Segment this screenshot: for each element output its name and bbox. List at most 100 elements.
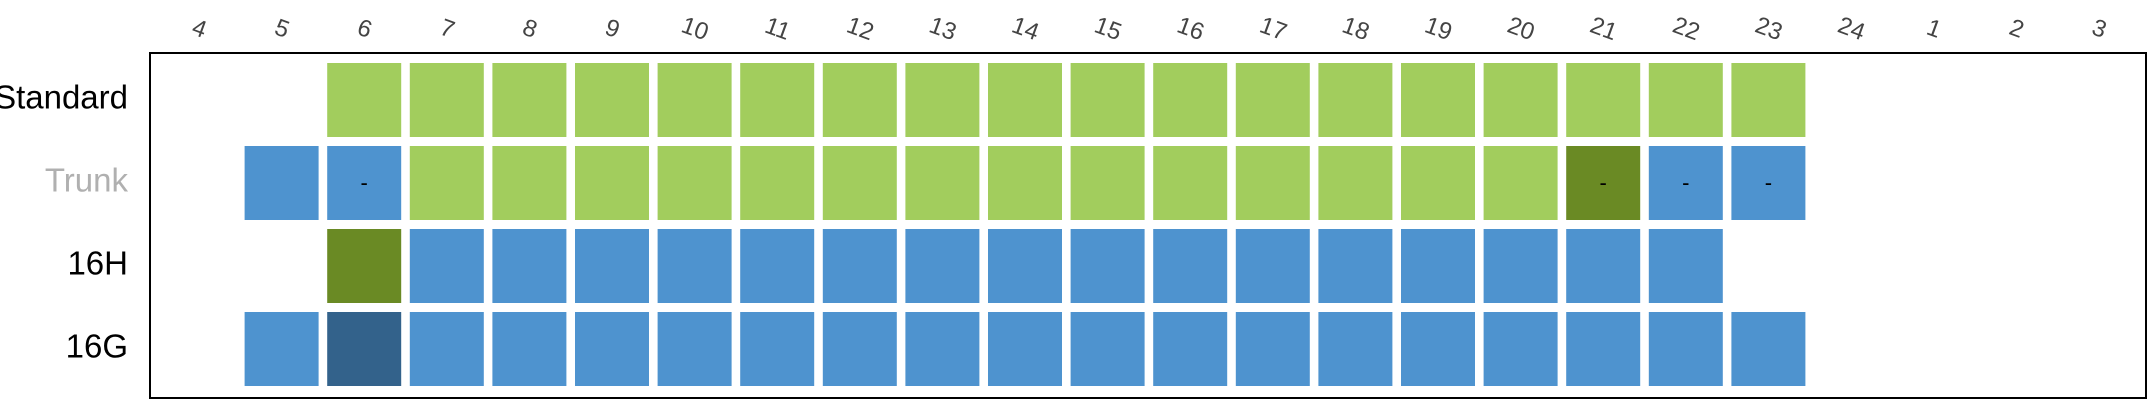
heatmap-cell-standard-12[interactable] bbox=[822, 63, 897, 137]
cell-fill bbox=[575, 312, 649, 386]
heatmap-cell-trunk-23[interactable]: - bbox=[1731, 146, 1806, 220]
heatmap-cell-16g-6[interactable] bbox=[327, 312, 402, 386]
heatmap-cell-16g-11[interactable] bbox=[740, 312, 815, 386]
heatmap-cell-standard-22[interactable] bbox=[1648, 63, 1723, 137]
cell-fill bbox=[1318, 229, 1393, 303]
cell-fill bbox=[1070, 229, 1145, 303]
heatmap-cell-16g-21[interactable] bbox=[1566, 312, 1641, 386]
cell-fill bbox=[988, 63, 1062, 137]
cell-fill bbox=[1483, 229, 1558, 303]
heatmap-cell-trunk-10[interactable] bbox=[657, 146, 732, 220]
heatmap-cell-trunk-22[interactable]: - bbox=[1648, 146, 1723, 220]
heatmap-cell-standard-17[interactable] bbox=[1235, 63, 1310, 137]
hour-axis: 4 5 6 7 8 9 10 11 12 13 14 15 16 17 18 19 20 21 22 23 24 1 2 3 bbox=[189, 12, 2111, 47]
heatmap-cell-16h-13[interactable] bbox=[905, 229, 980, 303]
heatmap-cell-standard-21[interactable] bbox=[1566, 63, 1641, 137]
heatmap-cell-16g-15[interactable] bbox=[1070, 312, 1145, 386]
heatmap-cell-trunk-19[interactable] bbox=[1401, 146, 1475, 220]
heatmap-cell-trunk-15[interactable] bbox=[1070, 146, 1145, 220]
heatmap-cell-standard-8[interactable] bbox=[492, 63, 567, 137]
heatmap-cell-16h-22[interactable] bbox=[1648, 229, 1723, 303]
heatmap-cell-trunk-7[interactable] bbox=[409, 146, 484, 220]
heatmap-cell-16h-18[interactable] bbox=[1318, 229, 1393, 303]
heatmap-cell-16h-12[interactable] bbox=[822, 229, 897, 303]
heatmap-cell-16g-20[interactable] bbox=[1483, 312, 1558, 386]
heatmap-cell-standard-15[interactable] bbox=[1070, 63, 1145, 137]
heatmap-cell-16h-15[interactable] bbox=[1070, 229, 1145, 303]
heatmap-cell-16h-21[interactable] bbox=[1566, 229, 1641, 303]
heatmap-cell-16g-12[interactable] bbox=[822, 312, 897, 386]
heatmap-cell-16g-9[interactable] bbox=[575, 312, 649, 386]
heatmap-cell-standard-19[interactable] bbox=[1401, 63, 1475, 137]
heatmap-cell-standard-10[interactable] bbox=[657, 63, 732, 137]
heatmap-cell-trunk-13[interactable] bbox=[905, 146, 980, 220]
heatmap-cell-trunk-17[interactable] bbox=[1235, 146, 1310, 220]
cell-fill bbox=[1483, 312, 1558, 386]
hour-label-16: 16 bbox=[1173, 12, 1207, 47]
heatmap-cell-16g-14[interactable] bbox=[988, 312, 1062, 386]
cell-fill bbox=[1648, 63, 1723, 137]
cell-fill bbox=[244, 312, 319, 386]
hour-label-4: 4 bbox=[189, 14, 211, 44]
heatmap-cell-trunk-9[interactable] bbox=[575, 146, 649, 220]
heatmap-cell-trunk-6[interactable]: - bbox=[327, 146, 402, 220]
heatmap-cell-standard-11[interactable] bbox=[740, 63, 815, 137]
heatmap-cell-trunk-14[interactable] bbox=[988, 146, 1062, 220]
heatmap-cell-trunk-12[interactable] bbox=[822, 146, 897, 220]
heatmap-cell-standard-16[interactable] bbox=[1153, 63, 1228, 137]
hour-label-6: 6 bbox=[354, 14, 376, 44]
heatmap-cell-16g-18[interactable] bbox=[1318, 312, 1393, 386]
heatmap-cell-standard-6[interactable] bbox=[327, 63, 402, 137]
cell-fill bbox=[1401, 63, 1475, 137]
heatmap-cell-trunk-16[interactable] bbox=[1153, 146, 1228, 220]
heatmap-cell-trunk-18[interactable] bbox=[1318, 146, 1393, 220]
heatmap-cell-16h-11[interactable] bbox=[740, 229, 815, 303]
heatmap-cell-16g-8[interactable] bbox=[492, 312, 567, 386]
heatmap-cell-standard-7[interactable] bbox=[409, 63, 484, 137]
cell-fill bbox=[905, 63, 980, 137]
heatmap-cell-16h-16[interactable] bbox=[1153, 229, 1228, 303]
heatmap-cell-trunk-5[interactable] bbox=[244, 146, 319, 220]
hour-label-1: 1 bbox=[1923, 14, 1945, 44]
heatmap-cell-standard-9[interactable] bbox=[575, 63, 649, 137]
cell-fill bbox=[740, 312, 815, 386]
heatmap-cell-16h-8[interactable] bbox=[492, 229, 567, 303]
heatmap-cell-16g-7[interactable] bbox=[409, 312, 484, 386]
heatmap-cell-trunk-8[interactable] bbox=[492, 146, 567, 220]
cell-fill bbox=[1566, 312, 1641, 386]
heatmap-cell-16g-23[interactable] bbox=[1731, 312, 1806, 386]
heatmap-cell-standard-14[interactable] bbox=[988, 63, 1062, 137]
heatmap-cell-16h-19[interactable] bbox=[1401, 229, 1475, 303]
cell-fill bbox=[1153, 146, 1228, 220]
cell-fill bbox=[988, 229, 1062, 303]
heatmap-cell-trunk-21[interactable]: - bbox=[1566, 146, 1641, 220]
heatmap-cell-standard-23[interactable] bbox=[1731, 63, 1806, 137]
heatmap-cell-16g-17[interactable] bbox=[1235, 312, 1310, 386]
heatmap-cell-16h-7[interactable] bbox=[409, 229, 484, 303]
cell-fill bbox=[905, 312, 980, 386]
heatmap-cell-16h-6[interactable] bbox=[327, 229, 402, 303]
heatmap-cell-16g-10[interactable] bbox=[657, 312, 732, 386]
heatmap-cell-16g-5[interactable] bbox=[244, 312, 319, 386]
heatmap-cell-16g-19[interactable] bbox=[1401, 312, 1475, 386]
heatmap-cell-standard-18[interactable] bbox=[1318, 63, 1393, 137]
heatmap-cell-trunk-20[interactable] bbox=[1483, 146, 1558, 220]
heatmap-cell-trunk-11[interactable] bbox=[740, 146, 815, 220]
hour-label-11: 11 bbox=[761, 12, 794, 46]
heatmap-cell-16h-14[interactable] bbox=[988, 229, 1062, 303]
heatmap-cell-16g-16[interactable] bbox=[1153, 312, 1228, 386]
heatmap-cell-16h-9[interactable] bbox=[575, 229, 649, 303]
cell-fill bbox=[1401, 146, 1475, 220]
heatmap-cell-standard-13[interactable] bbox=[905, 63, 980, 137]
heatmap-cell-16h-10[interactable] bbox=[657, 229, 732, 303]
heatmap-cell-16g-22[interactable] bbox=[1648, 312, 1723, 386]
heatmap-cell-16h-20[interactable] bbox=[1483, 229, 1558, 303]
heatmap-cell-16h-17[interactable] bbox=[1235, 229, 1310, 303]
heatmap-cell-standard-20[interactable] bbox=[1483, 63, 1558, 137]
cell-fill bbox=[822, 146, 897, 220]
heatmap-cell-16g-13[interactable] bbox=[905, 312, 980, 386]
hour-label-13: 13 bbox=[926, 12, 960, 47]
cell-fill bbox=[1070, 312, 1145, 386]
row-axis: Standard Trunk 16H 16G bbox=[0, 79, 128, 365]
cell-fill bbox=[1648, 146, 1723, 220]
